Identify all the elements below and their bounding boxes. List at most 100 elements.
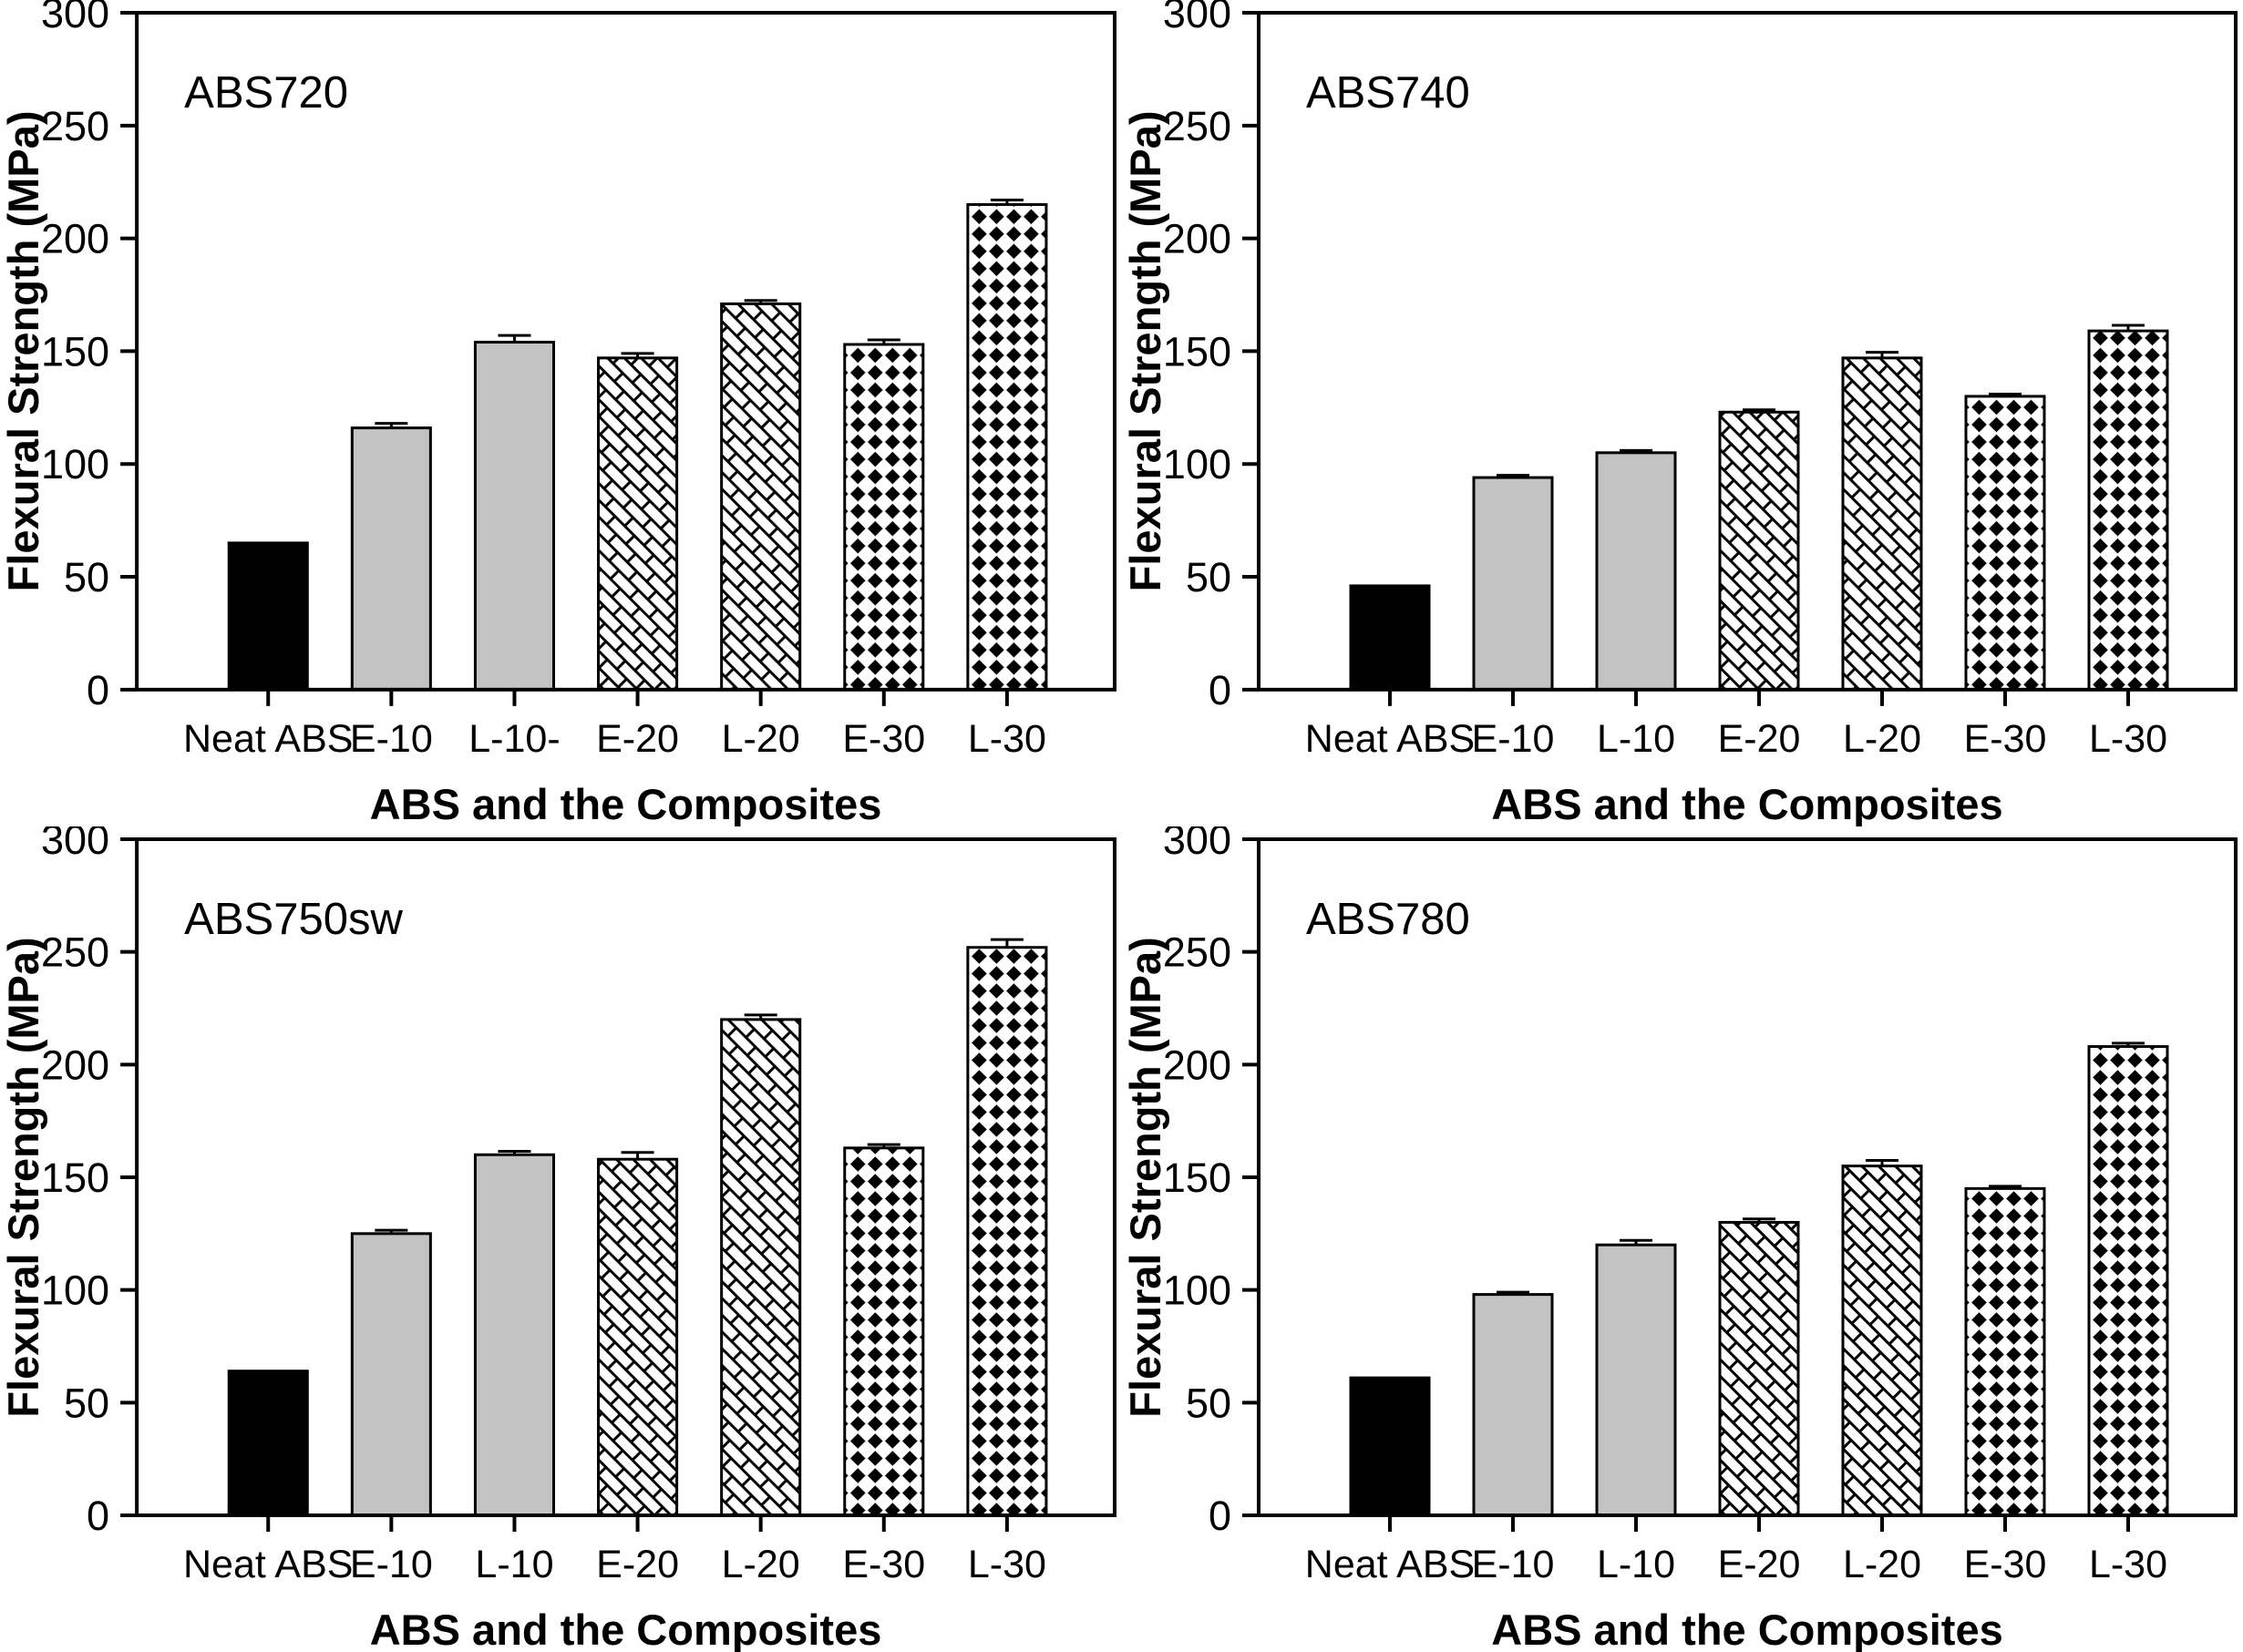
x-tick-label: E-30 <box>842 717 925 761</box>
x-tick-label: E-10 <box>1472 1543 1555 1586</box>
x-tick-label: L-20 <box>722 717 800 761</box>
bar-e-20 <box>597 356 679 692</box>
x-tick-label: Neat ABS <box>183 1543 354 1586</box>
bar-neat-abs <box>227 1370 309 1517</box>
bar-neat-abs <box>1349 1376 1431 1517</box>
x-tick-label: L-10 <box>1597 1543 1675 1586</box>
bar-e-10 <box>1472 1293 1554 1517</box>
x-tick-label: Neat ABS <box>1305 1543 1475 1586</box>
y-tick-label: 100 <box>41 441 109 487</box>
panel-title: ABS740 <box>1306 68 1470 118</box>
y-tick-label: 300 <box>1163 0 1231 36</box>
bar-e-20 <box>1718 410 1800 692</box>
y-tick-label: 200 <box>1163 216 1231 262</box>
x-tick-label: E-10 <box>350 1543 433 1586</box>
y-tick-label: 50 <box>1186 1380 1231 1426</box>
y-tick-label: 250 <box>41 929 109 976</box>
y-axis-title: Flexural Strength (MPa) <box>1122 937 1169 1418</box>
bar-e-20 <box>597 1157 679 1517</box>
bar-l-20 <box>1841 356 1923 692</box>
x-axis-title: ABS and the Composites <box>370 1606 882 1652</box>
y-axis-title: Flexural Strength (MPa) <box>1122 110 1169 591</box>
y-tick-label: 150 <box>41 328 109 375</box>
panel-abs720: 0 50 100 150 200 250 300 Neat ABS E-10 L-10- E-20 L… <box>0 0 1122 826</box>
panel-abs780: 0 50 100 150 200 250 300 Neat ABS E-10 L-10 E-20 L-… <box>1122 826 2243 1652</box>
y-axis-title: Flexural Strength (MPa) <box>0 110 47 591</box>
x-axis-title: ABS and the Composites <box>370 780 882 826</box>
x-tick-label: L-20 <box>1843 1543 1921 1586</box>
bar-e-10 <box>350 426 432 692</box>
bar-e-30 <box>1964 395 2046 692</box>
x-tick-label: L-20 <box>1843 717 1921 761</box>
x-tick-label: E-20 <box>1718 717 1801 761</box>
bar-l-10 <box>473 341 555 692</box>
y-tick-label: 250 <box>1163 103 1231 149</box>
y-tick-label: 100 <box>41 1267 109 1314</box>
bar-l-30 <box>966 946 1048 1517</box>
bar-l-30 <box>2087 329 2169 692</box>
y-tick-label: 250 <box>41 103 109 149</box>
x-tick-label: E-20 <box>1718 1543 1801 1586</box>
panel-title: ABS720 <box>184 68 348 118</box>
x-tick-label: Neat ABS <box>1305 717 1475 761</box>
y-tick-label: 100 <box>1163 441 1231 487</box>
y-tick-label: 50 <box>1186 554 1231 600</box>
bar-l-30 <box>2087 1045 2169 1517</box>
bar-e-30 <box>843 343 925 692</box>
y-axis-title: Flexural Strength (MPa) <box>0 937 47 1417</box>
bar-l-30 <box>966 202 1048 692</box>
x-tick-label: L-10 <box>1597 717 1675 761</box>
y-tick-label: 150 <box>41 1154 109 1201</box>
x-tick-label: E-20 <box>596 1543 679 1586</box>
bar-e-10 <box>1472 476 1554 692</box>
bar-e-20 <box>1718 1220 1800 1517</box>
y-tick-label: 150 <box>1163 328 1231 375</box>
y-tick-label: 0 <box>1209 1493 1231 1539</box>
x-tick-label: E-20 <box>596 717 679 761</box>
bar-l-20 <box>720 302 802 692</box>
bar-e-30 <box>843 1146 925 1517</box>
x-tick-label: L-30 <box>968 1543 1046 1586</box>
y-tick-label: 200 <box>41 216 109 262</box>
y-tick-label: 250 <box>1163 929 1231 976</box>
panel-title: ABS780 <box>1306 895 1470 944</box>
x-tick-label: L-20 <box>722 1543 800 1586</box>
y-tick-label: 200 <box>41 1041 109 1088</box>
x-tick-label: L-10- <box>468 717 560 761</box>
panel-title: ABS750sw <box>184 895 403 944</box>
x-axis-title: ABS and the Composites <box>1491 1606 2002 1652</box>
y-tick-label: 100 <box>1163 1267 1231 1314</box>
y-tick-label: 0 <box>87 667 109 713</box>
bar-l-10 <box>1595 451 1677 692</box>
x-tick-label: L-10 <box>475 1543 553 1586</box>
x-tick-label: E-10 <box>350 717 433 761</box>
bar-l-10 <box>473 1153 555 1517</box>
y-tick-label: 300 <box>41 0 109 36</box>
x-tick-label: L-30 <box>2089 717 2167 761</box>
y-tick-label: 50 <box>64 554 109 600</box>
x-tick-label: E-30 <box>1964 717 2047 761</box>
bar-l-20 <box>720 1018 802 1517</box>
bar-e-30 <box>1964 1186 2046 1517</box>
bar-l-20 <box>1841 1165 1923 1517</box>
y-tick-label: 200 <box>1163 1041 1231 1088</box>
x-tick-label: Neat ABS <box>183 717 354 761</box>
y-tick-label: 0 <box>1209 667 1231 713</box>
y-tick-label: 0 <box>87 1493 109 1539</box>
panel-abs750sw: 0 50 100 150 200 250 300 Neat ABS E-10 L-10 E-20 L-… <box>0 826 1122 1652</box>
x-tick-label: L-30 <box>968 717 1046 761</box>
bar-neat-abs <box>227 541 309 692</box>
y-tick-label: 150 <box>1163 1154 1231 1201</box>
bar-e-10 <box>350 1232 432 1517</box>
panel-abs740: 0 50 100 150 200 250 300 Neat ABS E-10 L-10 E-20 L-… <box>1122 0 2243 826</box>
y-tick-label: 300 <box>41 826 109 863</box>
x-axis-title: ABS and the Composites <box>1491 780 2002 826</box>
bar-l-10 <box>1595 1243 1677 1517</box>
x-tick-label: E-10 <box>1472 717 1555 761</box>
bar-neat-abs <box>1349 584 1431 692</box>
